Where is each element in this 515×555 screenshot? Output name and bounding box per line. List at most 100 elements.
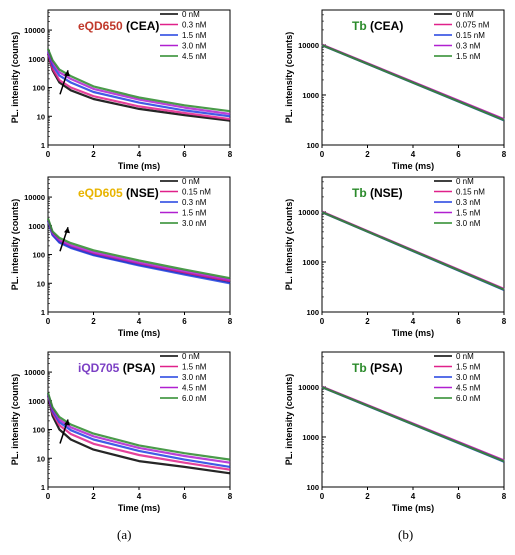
chart-title-part: (PSA) [367, 361, 403, 375]
legend-label: 1.5 nM [182, 31, 207, 40]
y-axis-label: PL. intensity (counts) [284, 374, 294, 466]
legend-label: 4.5 nM [456, 384, 481, 393]
y-tick-label: 1000 [28, 397, 45, 406]
x-tick-label: 4 [411, 492, 416, 501]
x-tick-label: 8 [228, 150, 233, 159]
legend-label: 0 nM [182, 177, 200, 186]
series-line [46, 220, 231, 285]
x-tick-label: 2 [91, 317, 96, 326]
legend-label: 3.0 nM [182, 373, 207, 382]
chart-title: Tb (CEA) [352, 19, 403, 33]
legend-label: 3.0 nM [456, 373, 481, 382]
x-tick-label: 2 [91, 150, 96, 159]
x-tick-label: 8 [502, 317, 507, 326]
series-line [46, 49, 231, 116]
chart-title-part: (NSE) [367, 186, 403, 200]
y-axis-label: PL. intensity (counts) [284, 199, 294, 291]
x-tick-label: 4 [411, 317, 416, 326]
x-axis-label: Time (ms) [118, 328, 160, 338]
x-axis-label: Time (ms) [392, 161, 434, 171]
chart-title-part: eQD650 [78, 19, 123, 33]
legend-label: 1.5 nM [182, 209, 207, 218]
panel-label-b: (b) [398, 527, 414, 542]
y-tick-label: 100 [32, 426, 45, 435]
x-tick-label: 2 [365, 492, 370, 501]
x-tick-label: 0 [46, 317, 51, 326]
legend-label: 0.15 nM [456, 31, 485, 40]
legend-label: 0.3 nM [182, 198, 207, 207]
legend-label: 0 nM [456, 177, 474, 186]
legend-label: 0.15 nM [182, 188, 211, 197]
x-axis-label: Time (ms) [392, 503, 434, 513]
chart-title: Tb (NSE) [352, 186, 403, 200]
legend-label: 0.3 nM [456, 198, 481, 207]
chart-6: 0 2 4 6 8 100 1000 10000 Time (ms) PL. intensity … [284, 351, 507, 513]
chart-title-part: eQD605 [78, 186, 123, 200]
legend-label: 0 nM [182, 10, 200, 19]
legend-label: 3.0 nM [456, 219, 481, 228]
series-line [46, 219, 231, 282]
y-tick-label: 100 [306, 483, 319, 492]
panel-label-a: (a) [117, 527, 132, 542]
chart-title-part: Tb [352, 361, 367, 375]
x-tick-label: 2 [91, 492, 96, 501]
y-axis-label: PL. intensity (counts) [10, 374, 20, 466]
legend-label: 0 nM [456, 10, 474, 19]
x-tick-label: 8 [502, 150, 507, 159]
chart-4: 0 2 4 6 8 100 1000 10000 Time (ms) PL. intensity … [284, 176, 507, 338]
legend-label: 3.0 nM [182, 219, 207, 228]
chart-title-part: (NSE) [123, 186, 159, 200]
chart-title-part: Tb [352, 19, 367, 33]
x-tick-label: 0 [46, 492, 51, 501]
legend-label: 0.3 nM [182, 21, 207, 30]
y-tick-label: 10 [37, 279, 45, 288]
x-axis-label: Time (ms) [118, 503, 160, 513]
x-axis-label: Time (ms) [118, 161, 160, 171]
chart-title: Tb (PSA) [352, 361, 403, 375]
legend-label: 1.5 nM [456, 363, 481, 372]
legend-label: 1.5 nM [456, 209, 481, 218]
x-tick-label: 4 [411, 150, 416, 159]
y-tick-label: 1000 [28, 55, 45, 64]
x-tick-label: 8 [228, 317, 233, 326]
x-tick-label: 2 [365, 150, 370, 159]
y-tick-label: 10000 [298, 41, 319, 50]
y-tick-label: 100 [306, 308, 319, 317]
x-axis-label: Time (ms) [392, 328, 434, 338]
trend-arrow-head [64, 419, 70, 426]
chart-title-part: (PSA) [119, 361, 155, 375]
series-line [46, 52, 231, 121]
legend-label: 6.0 nM [182, 394, 207, 403]
x-tick-label: 0 [320, 150, 325, 159]
x-tick-label: 0 [320, 317, 325, 326]
chart-1: 0 2 4 6 8 1 10 100 1000 10000 Time (ms) PL. intensi… [10, 9, 233, 171]
chart-title: eQD605 (NSE) [78, 186, 159, 200]
legend-label: 0.15 nM [456, 188, 485, 197]
series-line [46, 392, 231, 461]
y-tick-label: 100 [32, 84, 45, 93]
chart-3: 0 2 4 6 8 1 10 100 1000 10000 Time (ms) PL. intensi… [10, 176, 233, 338]
x-tick-label: 6 [456, 492, 461, 501]
chart-title: eQD650 (CEA) [78, 19, 159, 33]
x-tick-label: 4 [137, 150, 142, 159]
series-line [46, 218, 231, 280]
chart-2: 0 2 4 6 8 100 1000 10000 Time (ms) PL. intensity … [284, 9, 507, 171]
legend-label: 0.3 nM [456, 42, 481, 51]
series-line [321, 211, 505, 291]
y-tick-label: 1000 [302, 91, 319, 100]
x-tick-label: 4 [137, 492, 142, 501]
x-tick-label: 6 [456, 317, 461, 326]
series-line [46, 395, 231, 475]
legend-label: 1.5 nM [182, 363, 207, 372]
y-tick-label: 10 [37, 454, 45, 463]
series-line [46, 393, 231, 464]
x-tick-label: 8 [502, 492, 507, 501]
y-axis-label: PL. intensity (counts) [284, 32, 294, 124]
series-line [321, 44, 505, 122]
trend-arrow-head [64, 227, 70, 234]
y-tick-label: 10000 [24, 26, 45, 35]
x-tick-label: 8 [228, 492, 233, 501]
y-tick-label: 100 [32, 251, 45, 260]
y-tick-label: 10 [37, 112, 45, 121]
